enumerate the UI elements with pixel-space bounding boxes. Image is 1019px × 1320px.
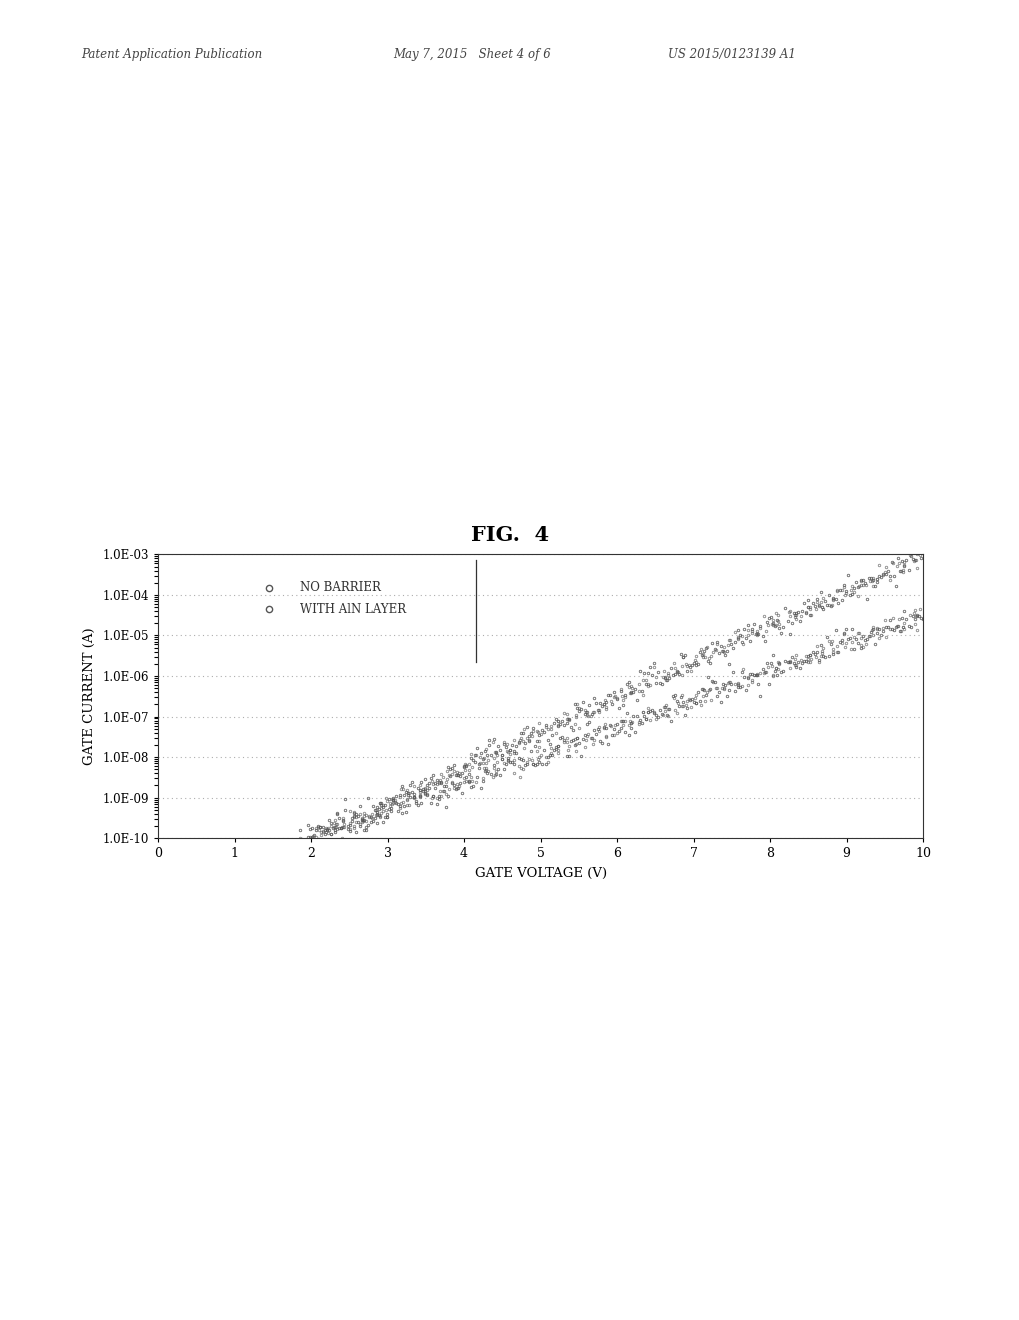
- Text: WITH AlN LAYER: WITH AlN LAYER: [300, 602, 406, 615]
- X-axis label: GATE VOLTAGE (V): GATE VOLTAGE (V): [474, 867, 606, 880]
- Text: May 7, 2015   Sheet 4 of 6: May 7, 2015 Sheet 4 of 6: [392, 48, 550, 61]
- Y-axis label: GATE CURRENT (A): GATE CURRENT (A): [83, 627, 96, 766]
- Text: FIG.  4: FIG. 4: [471, 524, 548, 545]
- Text: Patent Application Publication: Patent Application Publication: [82, 48, 263, 61]
- Text: NO BARRIER: NO BARRIER: [300, 581, 380, 594]
- Text: US 2015/0123139 A1: US 2015/0123139 A1: [667, 48, 795, 61]
